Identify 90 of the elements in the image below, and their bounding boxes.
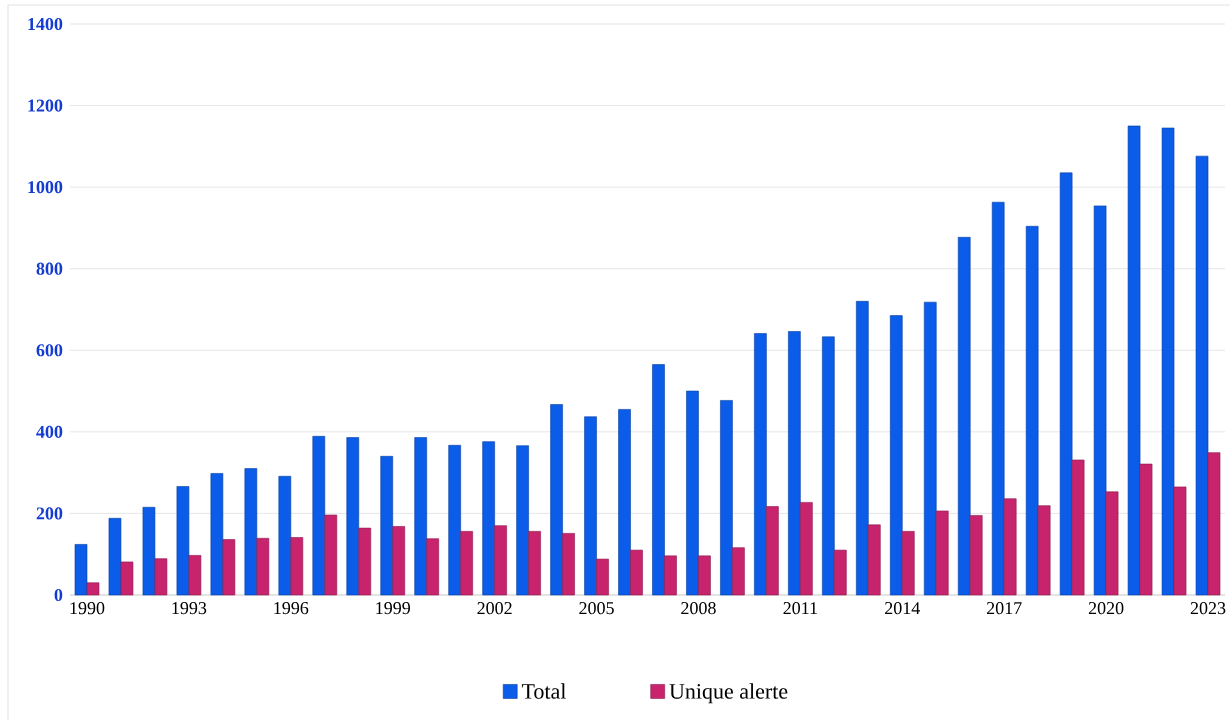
x-tick-label: 2005 xyxy=(579,602,614,615)
bar xyxy=(210,473,224,596)
bar xyxy=(346,437,360,596)
y-tick-label: 1000 xyxy=(28,181,63,194)
x-tick-label: 1999 xyxy=(376,602,410,615)
bar xyxy=(754,333,767,596)
bar xyxy=(290,537,304,596)
bar xyxy=(788,331,801,596)
bar xyxy=(935,510,949,596)
y-tick-label: 800 xyxy=(36,262,63,275)
y-tick-label: 400 xyxy=(36,425,63,438)
bar xyxy=(856,301,869,596)
x-tick-label: 1990 xyxy=(70,602,105,615)
x-tick-label: 2008 xyxy=(681,602,716,615)
y-tick-label: 1200 xyxy=(28,99,63,112)
bar xyxy=(86,582,100,596)
bar xyxy=(868,524,881,596)
bar xyxy=(1025,225,1039,596)
bar xyxy=(176,486,190,596)
bar xyxy=(482,441,495,596)
bar xyxy=(822,336,835,596)
bar xyxy=(1093,205,1107,596)
bar xyxy=(1105,491,1119,596)
bar xyxy=(256,537,270,596)
bar xyxy=(901,531,915,596)
y-tick-label: 600 xyxy=(36,344,63,357)
bar xyxy=(1195,155,1209,596)
x-tick-label: 1996 xyxy=(274,602,309,615)
bar xyxy=(1037,505,1051,596)
bar xyxy=(426,538,439,596)
bar xyxy=(312,436,326,596)
bar xyxy=(957,237,971,596)
bar xyxy=(584,416,597,596)
bar xyxy=(618,409,631,596)
bar xyxy=(188,555,202,596)
y-tick-label: 1400 xyxy=(28,17,63,31)
bar xyxy=(686,390,699,596)
bar xyxy=(698,555,711,596)
bar xyxy=(800,502,813,596)
legend-label: Unique alerte xyxy=(669,683,788,704)
bar xyxy=(766,506,779,596)
bar xyxy=(1161,127,1175,596)
bar xyxy=(244,468,258,596)
bar xyxy=(154,558,168,596)
y-tick-label: 200 xyxy=(36,507,63,520)
bar xyxy=(652,364,665,596)
bar xyxy=(392,526,406,596)
bar xyxy=(324,514,338,596)
x-tick-label: 2014 xyxy=(885,602,920,615)
bar xyxy=(1059,172,1073,596)
bar xyxy=(380,456,394,596)
bar xyxy=(108,518,122,596)
bar xyxy=(1127,125,1141,596)
bar xyxy=(1173,486,1187,596)
bar xyxy=(278,476,292,596)
bar xyxy=(1003,498,1017,596)
bar xyxy=(74,544,88,596)
bar xyxy=(923,301,937,596)
x-tick-label: 2023 xyxy=(1190,602,1226,615)
bar xyxy=(969,515,983,596)
bar xyxy=(834,549,847,596)
x-tick-label: 2011 xyxy=(783,602,817,615)
bar xyxy=(494,525,507,596)
bar xyxy=(448,445,461,596)
bar xyxy=(414,437,427,596)
bar xyxy=(991,201,1005,596)
bar xyxy=(562,533,575,596)
x-tick-label: 1993 xyxy=(172,602,207,615)
x-tick-label: 2020 xyxy=(1088,602,1124,615)
x-tick-label: 2002 xyxy=(477,602,512,615)
bar xyxy=(596,558,609,596)
bar xyxy=(630,549,643,596)
bar xyxy=(460,531,473,596)
bar xyxy=(120,561,134,596)
bar xyxy=(222,539,236,596)
bar xyxy=(550,404,563,596)
bar xyxy=(720,400,733,596)
bar xyxy=(358,527,372,596)
x-tick-label: 2017 xyxy=(986,602,1022,615)
legend-label: Total xyxy=(521,683,566,699)
bar xyxy=(516,445,529,596)
bar xyxy=(142,507,156,596)
bar xyxy=(528,531,541,596)
y-tick-label: 0 xyxy=(54,588,63,602)
bar xyxy=(1071,459,1085,596)
bar xyxy=(1207,452,1221,596)
bar xyxy=(1139,463,1153,596)
bar xyxy=(664,555,677,596)
bar xyxy=(889,315,903,596)
bar xyxy=(732,547,745,596)
